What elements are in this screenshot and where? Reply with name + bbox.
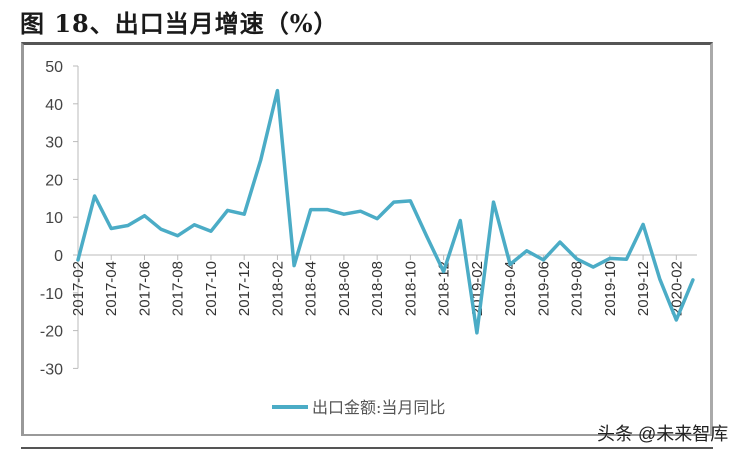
x-tick-label: 2019-10 — [602, 261, 619, 316]
series-export-yoy — [76, 88, 695, 335]
x-tick-label: 2018-02 — [269, 261, 286, 316]
x-tick-label: 2017-12 — [236, 261, 253, 316]
legend: 出口金额:当月同比 — [272, 398, 445, 417]
y-tick-label: -20 — [40, 324, 63, 341]
legend-label: 出口金额:当月同比 — [312, 398, 445, 417]
watermark: 头条 @未来智库 — [597, 424, 729, 444]
x-tick-label: 2018-06 — [336, 261, 353, 316]
chart-frame — [21, 42, 713, 436]
x-tick-label: 2019-06 — [535, 261, 552, 316]
y-tick-label: 10 — [45, 210, 63, 227]
x-tick-label: 2018-04 — [303, 261, 320, 316]
x-tick-label: 2018-08 — [369, 261, 386, 316]
x-tick-label: 2017-04 — [103, 261, 120, 316]
y-axis: 50 40 30 20 10 0 -10 -20 -30 — [40, 59, 79, 378]
x-axis: 2017-02 2017-04 2017-06 2017-08 2017-10 2017-… — [70, 254, 697, 316]
x-tick-label: 2017-02 — [70, 261, 87, 316]
x-tick-label: 2019-12 — [635, 261, 652, 316]
y-tick-label: 40 — [45, 97, 63, 114]
x-tick-label: 2017-08 — [170, 261, 187, 316]
x-tick-label: 2019-08 — [569, 261, 586, 316]
y-tick-label: 20 — [45, 172, 63, 189]
bottom-divider — [21, 447, 713, 449]
y-tick-label: -10 — [40, 286, 63, 303]
x-tick-label: 2020-02 — [668, 261, 685, 316]
x-tick-label: 2019-04 — [502, 261, 519, 316]
x-tick-label: 2017-10 — [203, 261, 220, 316]
x-tick-label: 2018-12 — [436, 261, 453, 316]
y-tick-label: 30 — [45, 135, 63, 152]
y-tick-label: 0 — [54, 248, 63, 265]
y-tick-label: 50 — [45, 59, 63, 76]
data-line — [76, 88, 695, 335]
x-tick-label: 2017-06 — [136, 261, 153, 316]
figure-title: 图 18、出口当月增速（%） — [20, 9, 339, 38]
x-tick-label: 2018-10 — [402, 261, 419, 316]
y-tick-label: -30 — [40, 361, 63, 378]
